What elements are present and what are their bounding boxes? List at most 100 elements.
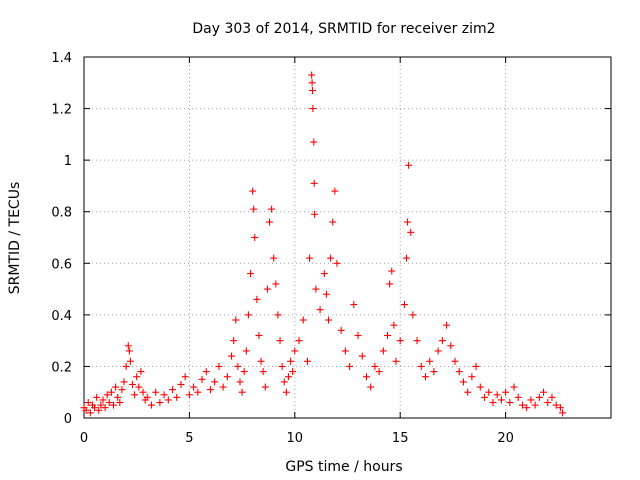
data-point [82,406,90,414]
chart-title: Day 303 of 2014, SRMTID for receiver zim… [192,21,495,37]
y-tick-label: 0.4 [51,309,72,324]
data-point [379,347,387,355]
data-point [540,388,548,396]
data-point [234,362,242,370]
data-point [190,383,198,391]
data-point [97,401,105,409]
data-point [310,179,318,187]
data-point [177,380,185,388]
data-point [128,380,136,388]
data-point [114,393,122,401]
data-point [413,337,421,345]
data-point [333,259,341,267]
data-point [202,368,210,376]
data-point [506,399,514,407]
data-point [350,301,358,309]
plot-frame [83,56,612,419]
data-points [80,71,567,417]
data-point [388,267,396,275]
data-point [409,311,417,319]
data-point [438,337,446,345]
plot-border [83,56,612,419]
data-point [375,368,383,376]
data-point [396,337,404,345]
data-point [276,337,284,345]
data-point [544,399,552,407]
data-point [552,401,560,409]
data-point [194,388,202,396]
data-point [303,357,311,365]
data-point [261,383,269,391]
x-tick-label: 15 [392,431,409,446]
data-point [464,388,472,396]
data-point [86,409,94,417]
data-point [556,404,564,412]
data-point [392,357,400,365]
data-point [518,401,526,409]
data-point [282,388,290,396]
data-point [228,352,236,360]
data-point [95,406,103,414]
data-point [257,357,265,365]
data-point [523,404,531,412]
data-point [405,161,413,169]
data-point [126,357,134,365]
data-point [331,187,339,195]
data-point [278,362,286,370]
data-point [384,331,392,339]
data-point [169,386,177,394]
data-point [371,362,379,370]
data-point [341,347,349,355]
data-point [156,399,164,407]
data-point [312,285,320,293]
y-tick-label: 1.4 [51,51,72,66]
data-point [407,228,415,236]
y-tick-label: 0.8 [51,206,72,221]
data-point [451,357,459,365]
data-point [173,393,181,401]
data-point [131,391,139,399]
data-point [386,280,394,288]
data-point [485,388,493,396]
data-point [430,368,438,376]
data-point [211,378,219,386]
x-tick-label: 10 [287,431,304,446]
data-point [417,362,425,370]
data-point [93,393,101,401]
data-point [309,87,317,95]
data-point [160,391,168,399]
data-point [139,388,147,396]
data-point [103,391,111,399]
y-tick-label: 0.6 [51,257,72,272]
x-tick-label: 0 [80,431,88,446]
data-point [308,71,316,79]
data-point [110,401,118,409]
data-point [320,270,328,278]
data-point [272,280,280,288]
data-point [531,401,539,409]
data-point [105,399,113,407]
data-point [198,375,206,383]
data-point [309,105,317,113]
data-point [527,396,535,404]
data-point [325,316,333,324]
y-tick-label: 0.2 [51,360,72,375]
data-point [299,316,307,324]
data-point [459,378,467,386]
data-point [455,368,463,376]
data-point [476,383,484,391]
data-point [122,362,130,370]
data-point [249,187,257,195]
data-point [263,285,271,293]
data-point [185,391,193,399]
data-point [358,352,366,360]
data-point [287,357,295,365]
data-point [116,399,124,407]
data-point [112,383,120,391]
data-point [247,270,255,278]
data-point [280,378,288,386]
data-point [232,316,240,324]
data-point [535,393,543,401]
data-point [251,234,259,241]
data-point [250,205,258,213]
